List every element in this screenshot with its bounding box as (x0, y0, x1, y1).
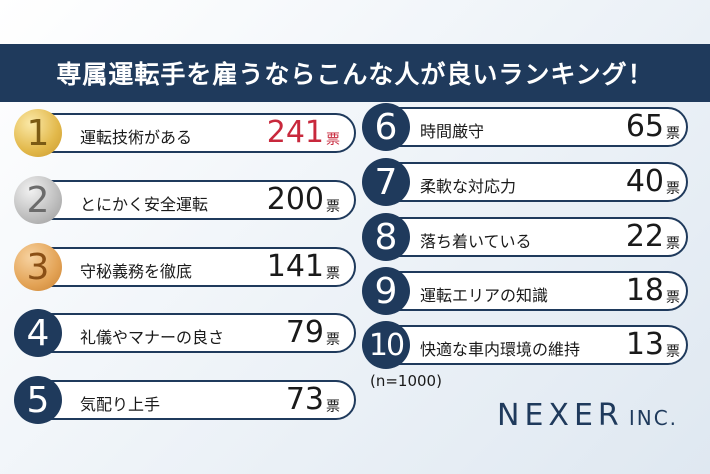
ranking-item-1 (22, 113, 356, 153)
nexer-logo: NEXER INC. (497, 398, 678, 433)
ranking-label: 気配り上手 (80, 395, 161, 414)
vote-unit: 票 (666, 236, 680, 252)
vote-unit: 票 (326, 332, 340, 348)
ranking-label: 落ち着いている (420, 232, 532, 251)
vote-unit: 票 (666, 290, 680, 306)
vote-unit: 票 (666, 126, 680, 142)
vote-count: 40 (625, 164, 664, 199)
vote-unit: 票 (326, 199, 340, 215)
logo-main-text: NEXER (497, 398, 624, 433)
vote-unit: 票 (326, 399, 340, 415)
ranking-label: 礼儀やマナーの良さ (80, 328, 225, 347)
ranking-item-3 (22, 247, 356, 287)
vote-count: 241 (266, 115, 324, 150)
ranking-label: 守秘義務を徹底 (80, 262, 193, 281)
rank-badge: 10 (362, 321, 410, 369)
vote-count: 79 (285, 315, 324, 350)
ranking-label: 運転エリアの知識 (420, 286, 549, 305)
vote-count: 200 (266, 182, 324, 217)
ranking-item-2 (22, 180, 356, 220)
rank-badge: 4 (14, 309, 62, 357)
vote-unit: 票 (326, 132, 340, 148)
rank-badge-bronze: 3 (14, 243, 62, 291)
vote-count: 65 (625, 109, 664, 144)
title-bar: 専属運転手を雇うならこんな人が良いランキング！ (0, 44, 710, 102)
ranking-label: 時間厳守 (420, 122, 485, 141)
rank-badge: 7 (362, 158, 410, 206)
vote-count: 73 (285, 382, 324, 417)
rank-badge-gold: 1 (14, 109, 62, 157)
rank-badge: 5 (14, 376, 62, 424)
ranking-item-4 (22, 313, 356, 353)
rank-badge: 9 (362, 267, 410, 315)
rank-badge: 8 (362, 213, 410, 261)
ranking-item-5 (22, 380, 356, 420)
ranking-label: とにかく安全運転 (80, 195, 209, 214)
ranking-item-6 (368, 107, 688, 147)
vote-count: 18 (625, 273, 664, 308)
ranking-item-8 (368, 217, 688, 257)
ranking-label: 柔軟な対応力 (420, 177, 517, 196)
rank-badge: 6 (362, 103, 410, 151)
vote-unit: 票 (326, 266, 340, 282)
vote-count: 13 (625, 327, 664, 362)
logo-sub-text: INC. (628, 406, 679, 430)
vote-count: 22 (625, 219, 664, 254)
rank-badge-silver: 2 (14, 176, 62, 224)
ranking-label: 快適な車内環境の維持 (420, 340, 581, 359)
ranking-label: 運転技術がある (80, 128, 193, 147)
vote-count: 141 (266, 249, 324, 284)
vote-unit: 票 (666, 344, 680, 360)
sample-size-note: (n=1000) (370, 372, 442, 390)
vote-unit: 票 (666, 181, 680, 197)
ranking-item-10 (368, 325, 688, 365)
page-title: 専属運転手を雇うならこんな人が良いランキング！ (56, 60, 654, 89)
